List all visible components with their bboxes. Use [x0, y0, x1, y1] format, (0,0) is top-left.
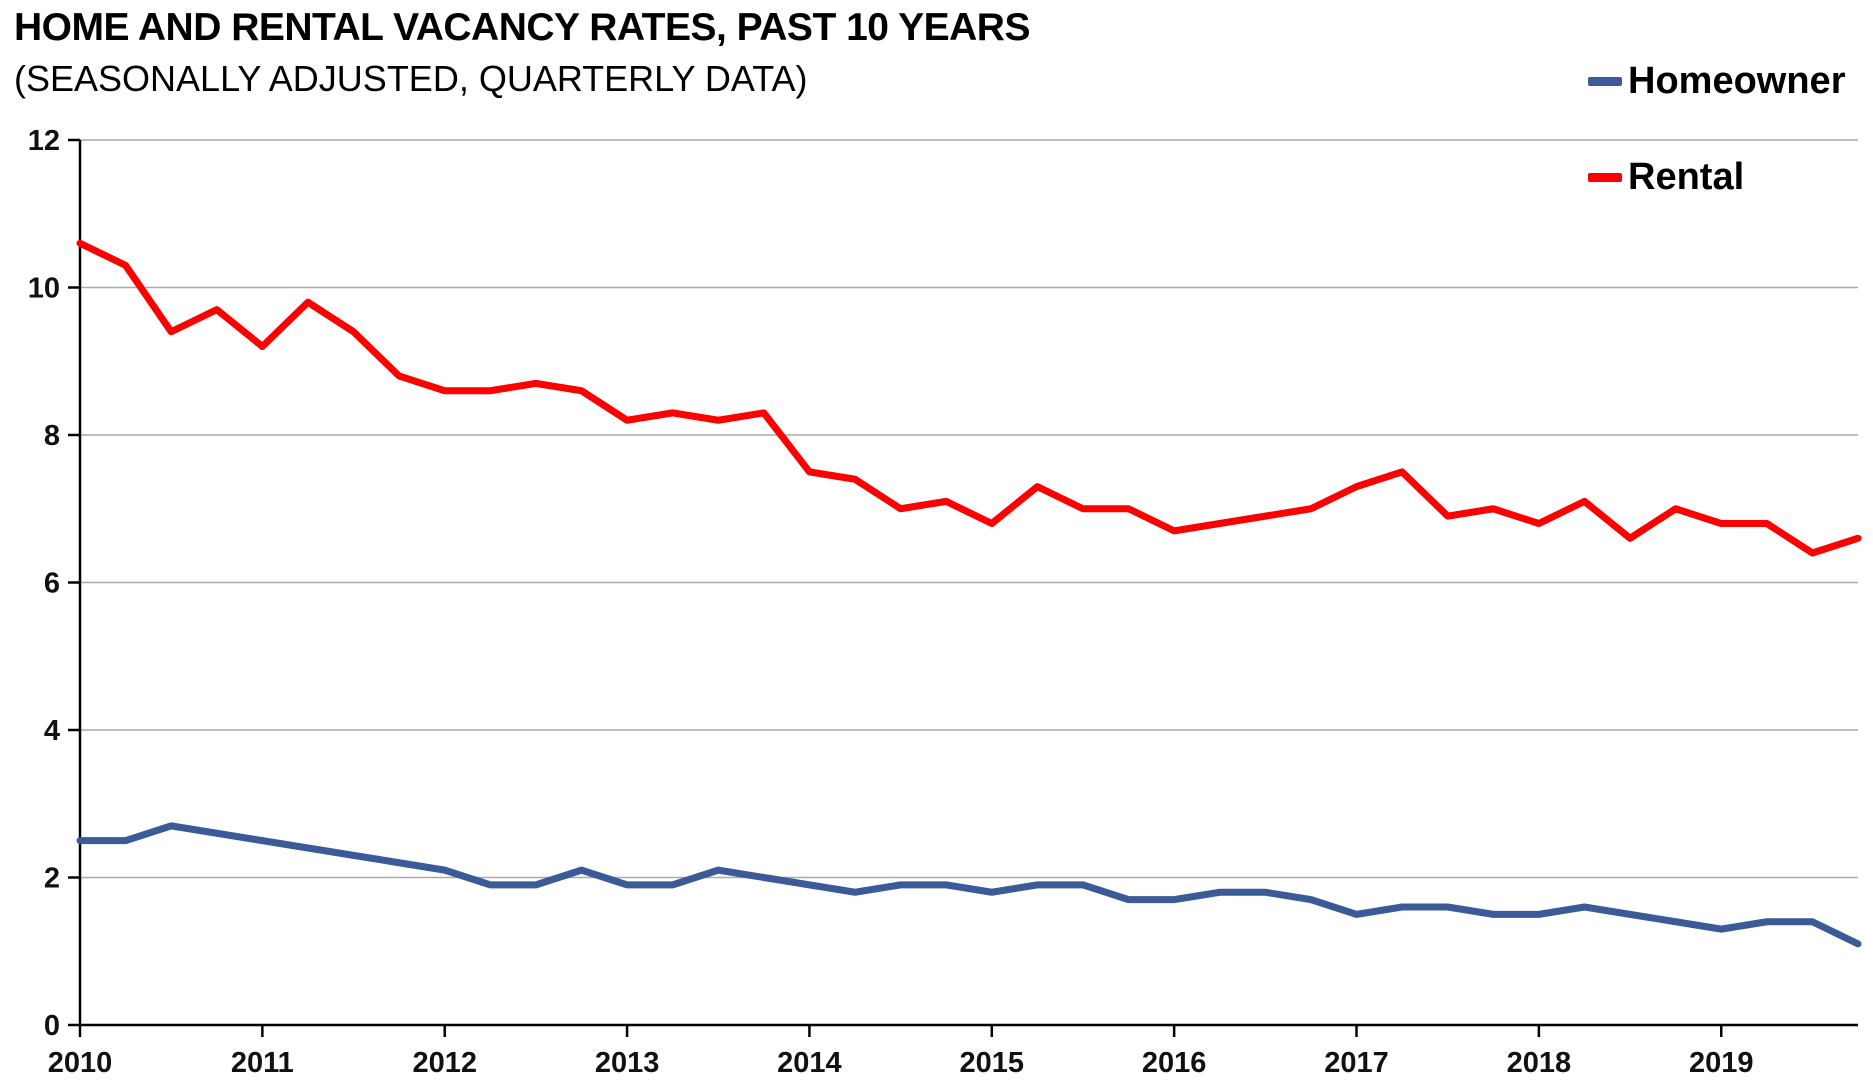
svg-text:2017: 2017	[1324, 1047, 1389, 1079]
svg-text:6: 6	[44, 568, 60, 600]
legend-item-rental: Rental	[1588, 158, 1845, 196]
svg-text:2012: 2012	[412, 1047, 477, 1079]
svg-text:12: 12	[28, 125, 60, 157]
svg-text:2019: 2019	[1689, 1047, 1754, 1079]
svg-text:4: 4	[44, 715, 60, 747]
svg-text:2013: 2013	[595, 1047, 660, 1079]
homeowner-legend-dash-icon	[1588, 76, 1622, 86]
svg-text:2010: 2010	[48, 1047, 113, 1079]
svg-text:10: 10	[28, 273, 60, 305]
svg-text:0: 0	[44, 1010, 60, 1042]
svg-text:2018: 2018	[1507, 1047, 1572, 1079]
rental-legend-dash-icon	[1588, 172, 1622, 182]
chart-subtitle: (SEASONALLY ADJUSTED, QUARTERLY DATA)	[14, 58, 808, 99]
svg-text:2: 2	[44, 863, 60, 895]
svg-text:2015: 2015	[960, 1047, 1025, 1079]
svg-text:2011: 2011	[231, 1047, 294, 1079]
svg-text:2014: 2014	[777, 1047, 842, 1079]
legend-item-homeowner: Homeowner	[1588, 62, 1845, 100]
legend-label-rental: Rental	[1628, 156, 1745, 198]
chart-title: HOME AND RENTAL VACANCY RATES, PAST 10 Y…	[14, 6, 1030, 49]
legend-label-homeowner: Homeowner	[1628, 60, 1846, 102]
svg-text:2016: 2016	[1142, 1047, 1207, 1079]
svg-text:8: 8	[44, 420, 60, 452]
chart-legend: Homeowner Rental	[1588, 62, 1845, 196]
